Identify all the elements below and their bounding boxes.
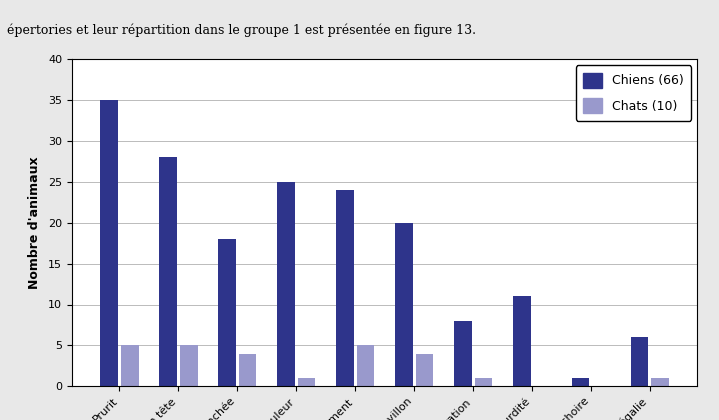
Bar: [218, 239, 236, 386]
Bar: [395, 223, 413, 386]
Bar: [239, 354, 257, 386]
Bar: [651, 378, 669, 386]
Bar: [101, 100, 118, 386]
Bar: [336, 190, 354, 386]
Y-axis label: Nombre d'animaux: Nombre d'animaux: [28, 156, 41, 289]
Bar: [475, 378, 493, 386]
Bar: [454, 321, 472, 386]
Bar: [160, 157, 177, 386]
Bar: [357, 345, 375, 386]
Bar: [572, 378, 590, 386]
Bar: [180, 345, 198, 386]
Bar: [277, 181, 295, 386]
Bar: [298, 378, 316, 386]
Bar: [121, 345, 139, 386]
Text: épertories et leur répartition dans le groupe 1 est présentée en figure 13.: épertories et leur répartition dans le g…: [7, 24, 476, 37]
Legend: Chiens (66), Chats (10): Chiens (66), Chats (10): [576, 65, 691, 121]
Bar: [416, 354, 434, 386]
Bar: [631, 337, 649, 386]
Bar: [513, 297, 531, 386]
